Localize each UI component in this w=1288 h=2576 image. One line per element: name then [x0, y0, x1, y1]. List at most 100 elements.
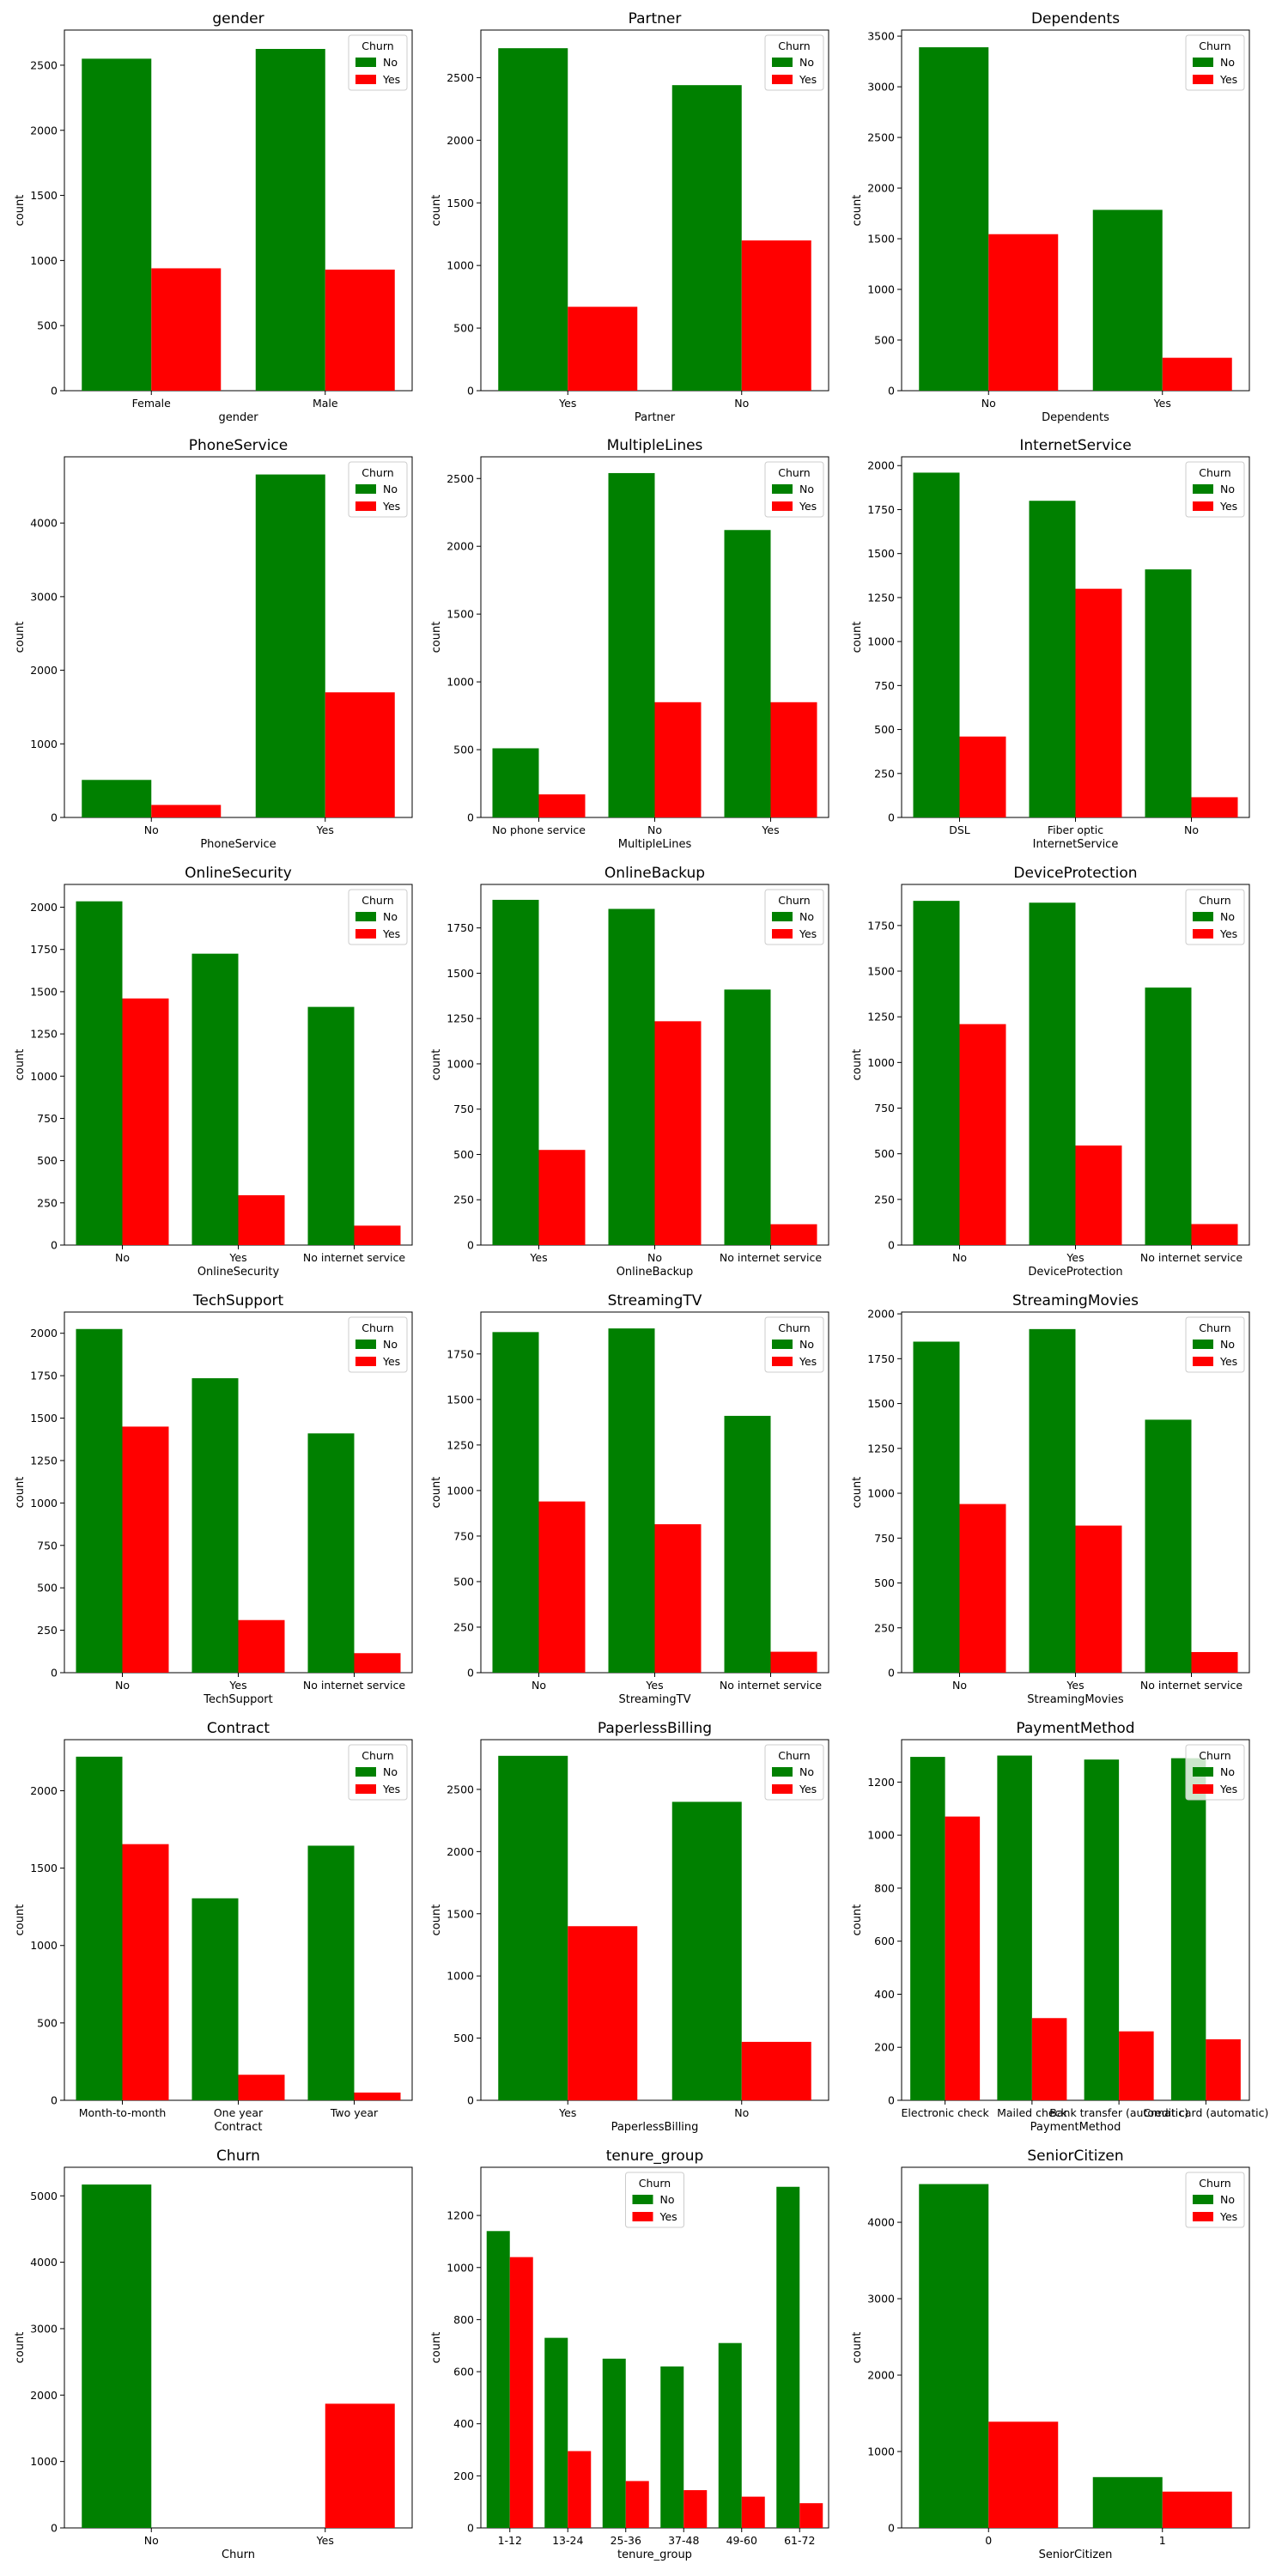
y-tick-label: 500 [37, 2016, 58, 2029]
axes-frame [901, 1739, 1250, 2101]
y-tick-label: 0 [467, 811, 474, 824]
legend-title: Churn [778, 1749, 810, 1762]
y-tick-label: 1000 [867, 283, 895, 296]
y-tick-label: 0 [888, 1667, 895, 1680]
y-tick-label: 400 [874, 1988, 895, 2001]
y-tick-label: 1500 [30, 1862, 58, 1874]
y-tick-label: 2000 [867, 459, 895, 472]
legend-title: Churn [361, 1321, 393, 1334]
y-tick-label: 250 [874, 1193, 895, 1206]
legend-label: No [383, 1338, 398, 1351]
bar-no [1145, 1419, 1192, 1673]
legend-title: Churn [361, 894, 393, 907]
bar-no [492, 748, 539, 817]
legend-label: Yes [659, 2210, 677, 2223]
bar-no [255, 48, 325, 391]
y-tick-label: 750 [37, 1112, 58, 1125]
legend: Churn No Yes [1185, 34, 1245, 91]
x-tick-label: No [734, 2106, 749, 2119]
bar-yes [625, 2481, 649, 2528]
y-tick-label: 0 [51, 385, 58, 398]
legend-title: Churn [361, 39, 393, 52]
y-tick-label: 800 [453, 2313, 474, 2326]
x-tick-label: Female [132, 397, 172, 410]
bar-no [191, 953, 239, 1245]
bar-no [608, 908, 655, 1245]
x-tick-label: Yes [645, 1679, 663, 1692]
chart-title: OnlineSecurity [185, 865, 292, 882]
legend-label: No [799, 910, 814, 923]
legend-title: Churn [361, 1749, 393, 1762]
y-tick-label: 0 [467, 385, 474, 398]
x-tick-label: No [532, 1679, 546, 1692]
x-tick-label: 1-12 [498, 2534, 522, 2547]
y-axis-label: count [14, 622, 27, 653]
bar-no [1084, 1759, 1120, 2100]
legend-label: No [799, 1765, 814, 1778]
legend: Churn No Yes [1185, 2172, 1245, 2228]
y-tick-label: 2500 [447, 1783, 474, 1795]
y-tick-label: 750 [874, 1532, 895, 1545]
legend-label: Yes [799, 1355, 817, 1368]
y-tick-label: 200 [874, 2041, 895, 2054]
bar-yes [238, 1194, 285, 1245]
y-tick-label: 1500 [447, 1393, 474, 1406]
bar-no [671, 1801, 742, 2100]
bar-series1 [325, 2403, 395, 2528]
y-tick-label: 500 [453, 2032, 474, 2044]
x-tick-label: Credit card (automatic) [1143, 2106, 1268, 2119]
legend-swatch [1193, 1784, 1213, 1794]
y-tick-label: 250 [453, 1620, 474, 1633]
x-tick-label: DSL [949, 823, 970, 836]
bar-no [82, 780, 152, 817]
x-axis-label: PaperlessBilling [611, 2121, 699, 2134]
legend-title: Churn [1199, 894, 1230, 907]
bar-no [608, 472, 655, 817]
y-axis-label: count [851, 2332, 864, 2364]
x-tick-label: Yes [1153, 397, 1171, 410]
legend-title: Churn [1199, 466, 1230, 479]
y-tick-label: 1500 [867, 547, 895, 560]
bar-yes [354, 1653, 401, 1673]
bar-no [1029, 501, 1076, 817]
legend-swatch [772, 1340, 793, 1349]
bar-no [724, 530, 771, 817]
bar-yes [959, 736, 1006, 817]
x-tick-label: 25-36 [611, 2534, 641, 2547]
legend: Churn No Yes [1185, 1316, 1245, 1373]
y-tick-label: 0 [888, 2094, 895, 2107]
x-axis-label: PhoneService [200, 838, 276, 851]
legend-title: Churn [778, 1321, 810, 1334]
bar-yes [654, 1524, 702, 1673]
y-tick-label: 2500 [30, 58, 58, 71]
subplot-tenure-group: tenure_group 0 200 400 600 800 1000 1200 count 1-… [430, 2148, 829, 2561]
legend: Churn No Yes [348, 1744, 408, 1801]
y-tick-label: 2000 [447, 1845, 474, 1858]
y-tick-label: 1250 [30, 1454, 58, 1467]
bar-no [76, 1756, 123, 2100]
legend-swatch [772, 484, 793, 494]
legend-label: No [383, 483, 398, 495]
y-tick-label: 1500 [867, 233, 895, 246]
legend-swatch [1193, 75, 1213, 84]
x-axis-label: PaymentMethod [1030, 2121, 1121, 2134]
legend-label: No [660, 2193, 675, 2206]
subplot-paperlessbilling: PaperlessBilling 0 500 1000 1500 2000 2500 coun… [430, 1720, 829, 2134]
subplot-internetservice: InternetService 0 250 500 750 1000 1250 1500 175… [851, 437, 1250, 851]
bar-yes [959, 1024, 1006, 1245]
legend-title: Churn [639, 2177, 671, 2190]
y-tick-label: 1200 [867, 1776, 895, 1789]
x-axis-label: OnlineBackup [617, 1266, 694, 1279]
y-tick-label: 1250 [447, 1438, 474, 1451]
x-tick-label: Yes [529, 1251, 547, 1264]
legend-label: Yes [1219, 1355, 1237, 1368]
y-tick-label: 500 [453, 322, 474, 335]
subplot-streamingtv: StreamingTV 0 250 500 750 1000 1250 1500 1750 cou… [430, 1292, 829, 1706]
bar-yes [538, 1501, 586, 1673]
x-tick-label: No [1184, 823, 1199, 836]
legend: Churn No Yes [764, 889, 824, 945]
axes-frame [901, 2166, 1250, 2529]
legend: Churn No Yes [764, 461, 824, 518]
legend: Churn No Yes [764, 1744, 824, 1801]
y-axis-label: count [430, 1477, 443, 1509]
